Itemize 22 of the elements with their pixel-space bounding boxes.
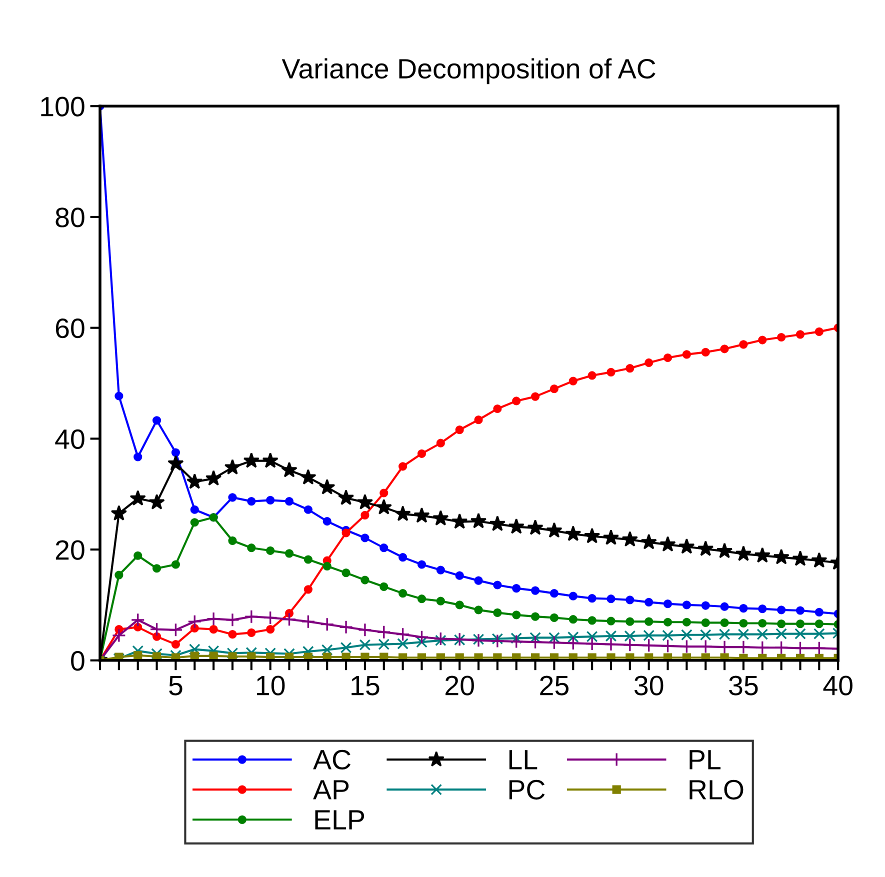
legend-label: AP — [313, 780, 349, 800]
y-tick-label: 80 — [56, 208, 84, 228]
legend-label: PL — [690, 750, 720, 770]
legend-label: AC — [313, 750, 351, 770]
x-tick-label: 20 — [446, 676, 474, 696]
legend-label: LL — [509, 750, 538, 770]
chart-title: Variance Decomposition of AC — [282, 58, 656, 84]
y-tick-label: 0 — [71, 651, 84, 671]
y-tick-label: 40 — [55, 429, 84, 450]
y-tick-label: 20 — [56, 540, 84, 560]
x-tick-label: 15 — [352, 676, 380, 696]
x-tick-label: 25 — [540, 676, 568, 696]
x-tick-label: 30 — [634, 676, 664, 696]
x-tick-label: 40 — [823, 676, 852, 696]
x-tick-label: 5 — [169, 676, 182, 696]
x-tick-label: 35 — [729, 676, 758, 696]
x-tick-label: 10 — [257, 676, 285, 696]
legend-label: ELP — [315, 810, 364, 830]
y-tick-label: 100 — [41, 96, 84, 116]
legend-label: PC — [509, 780, 545, 800]
y-tick-label: 60 — [56, 318, 84, 338]
legend-label: RLO — [690, 780, 744, 800]
